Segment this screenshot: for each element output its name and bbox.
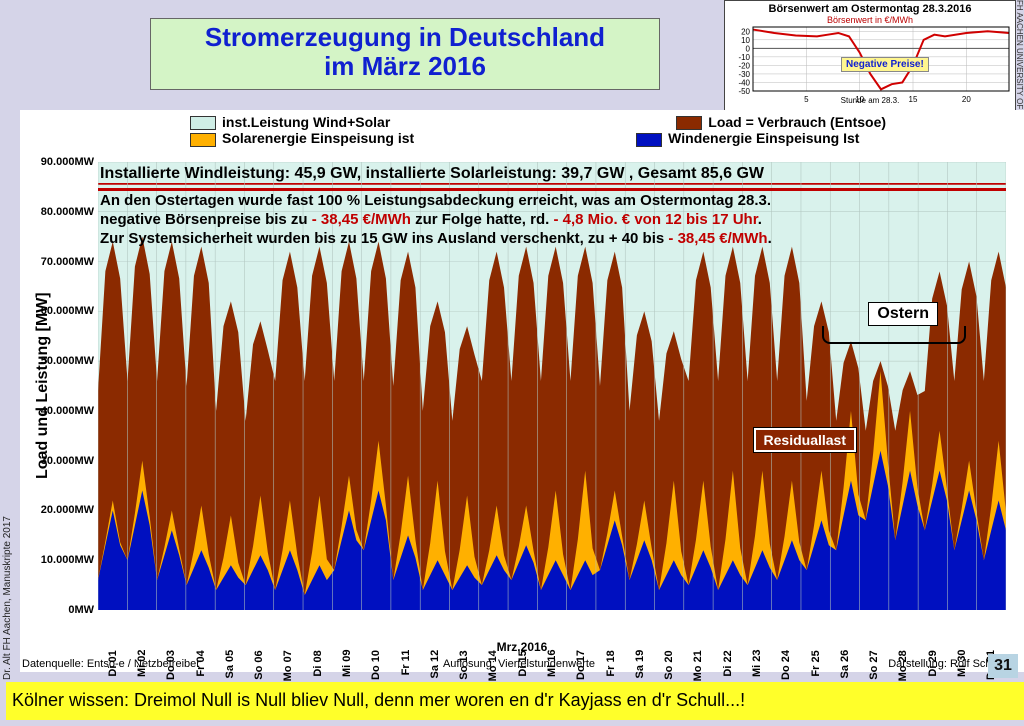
residuallast-label: Residuallast: [754, 428, 856, 452]
slide-root: Dr. Alt FH Aachen, Manuskripte 2017 FH A…: [0, 0, 1024, 726]
chart-headline-1: Installierte Windleistung: 45,9 GW, inst…: [100, 164, 1000, 184]
svg-text:20: 20: [962, 95, 971, 104]
side-credit: Dr. Alt FH Aachen, Manuskripte 2017: [2, 380, 16, 680]
y-axis-ticks: 0MW10.000MW20.000MW30.000MW40.000MW50.00…: [48, 162, 96, 610]
installed-capacity-line-ref: [98, 188, 1006, 191]
page-number: 31: [988, 654, 1018, 678]
main-chart-area: inst.Leistung Wind+SolarLoad = Verbrauch…: [20, 110, 1024, 672]
bottom-banner: Kölner wissen: Dreimol Null is Null blie…: [6, 682, 1024, 720]
inset-callout: Negative Preise!: [841, 57, 929, 72]
title-line1: Stromerzeugung in Deutschland: [159, 23, 651, 52]
footer-resolution: Auflösung: Viertelstundenwerte: [22, 658, 1016, 670]
chart-headline-2: An den Ostertagen wurde fast 100 % Leist…: [100, 192, 1000, 248]
svg-text:15: 15: [909, 95, 918, 104]
chart-footer: Datenquelle: Entso-e / Netzbetreiber Auf…: [22, 658, 1016, 670]
inset-chart: Börsenwert am Ostermontag 28.3.2016 Börs…: [724, 0, 1016, 112]
title-line2: im März 2016: [159, 52, 651, 81]
ostern-brace: [822, 326, 966, 344]
slide-title: Stromerzeugung in Deutschland im März 20…: [150, 18, 660, 90]
x-axis-label: Mrz.2016: [20, 640, 1024, 654]
inset-title: Börsenwert am Ostermontag 28.3.2016: [725, 3, 1015, 15]
svg-text:5: 5: [804, 95, 809, 104]
ostern-label: Ostern: [868, 302, 938, 326]
svg-text:Stunde am 28.3.: Stunde am 28.3.: [841, 96, 900, 105]
svg-text:-50: -50: [738, 87, 750, 96]
chart-legend: inst.Leistung Wind+SolarLoad = Verbrauch…: [190, 114, 1004, 160]
plot-area: Installierte Windleistung: 45,9 GW, inst…: [98, 162, 1006, 610]
inset-legend: Börsenwert in €/MWh: [725, 15, 1015, 25]
